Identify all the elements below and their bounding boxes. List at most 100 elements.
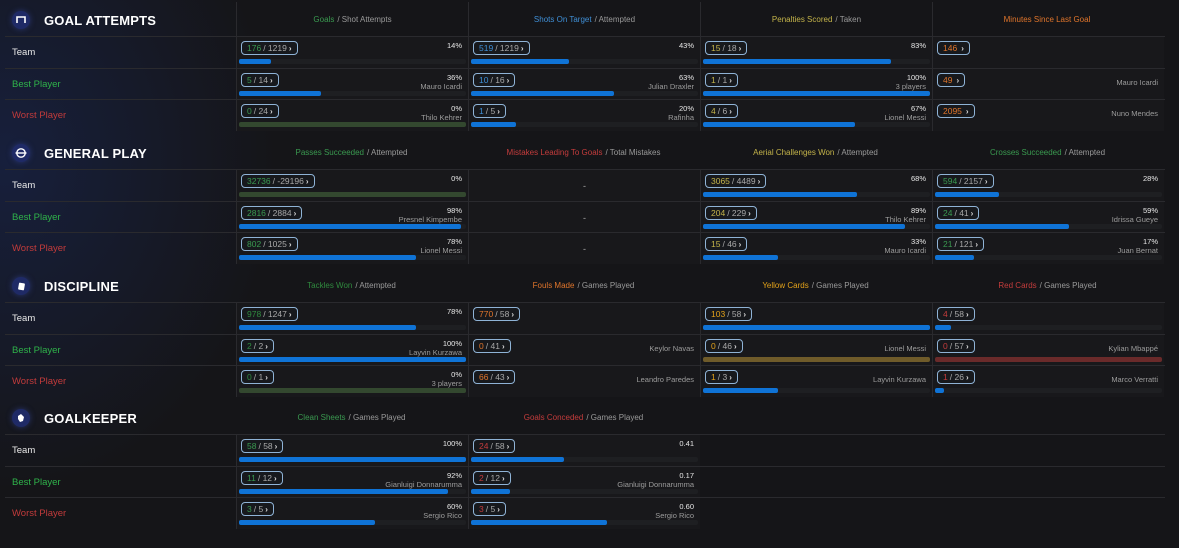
stat-percentage: 33% bbox=[910, 237, 926, 246]
chevron-right-icon: › bbox=[501, 474, 505, 483]
row-label: Worst Player bbox=[12, 376, 67, 387]
column-header-metric: Goals Conceded bbox=[523, 412, 584, 422]
player-name: Leandro Paredes bbox=[636, 375, 694, 384]
stat-percentage: 100% bbox=[442, 439, 462, 448]
stat-value-button[interactable]: 1/ 26 › bbox=[937, 370, 975, 384]
stat-value-button[interactable]: 0/ 41 › bbox=[473, 339, 511, 353]
row-label: Best Player bbox=[12, 477, 61, 488]
stat-denominator: 5 bbox=[490, 106, 496, 116]
stat-value-button[interactable]: 519/ 1219 › bbox=[473, 41, 530, 55]
stat-separator: / bbox=[263, 309, 268, 319]
stat-separator: / bbox=[272, 176, 278, 186]
column-header: Aerial Challenges Won / Attempted bbox=[700, 135, 931, 169]
column-header-metric: Mistakes Leading To Goals bbox=[506, 147, 603, 157]
stat-value-button[interactable]: 802/ 1025 › bbox=[241, 237, 298, 251]
stat-value-button[interactable]: 0/ 57 › bbox=[937, 339, 975, 353]
progress-fill bbox=[239, 91, 321, 96]
section-title: DISCIPLINE bbox=[12, 276, 119, 296]
stat-cell: - bbox=[468, 170, 700, 201]
progress-fill bbox=[703, 91, 930, 96]
player-name: Nuno Mendes bbox=[1111, 109, 1158, 118]
stat-value-button[interactable]: 2/ 12 › bbox=[473, 471, 511, 485]
chevron-right-icon: › bbox=[984, 177, 988, 186]
stat-value-button[interactable]: 32736/ -29196 › bbox=[241, 174, 315, 188]
stat-percentage: 89% bbox=[910, 206, 926, 215]
stat-value-button[interactable]: 58/ 58 › bbox=[241, 439, 284, 453]
stat-value-button[interactable]: 49 › bbox=[937, 73, 966, 87]
chevron-right-icon: › bbox=[305, 177, 309, 186]
stat-numerator: 2816 bbox=[247, 208, 266, 218]
row-label: Team bbox=[12, 313, 36, 324]
stat-value-button[interactable]: 1/ 1 › bbox=[705, 73, 738, 87]
empty-value: - bbox=[583, 243, 586, 254]
stat-value-button[interactable]: 3065/ 4489 › bbox=[705, 174, 767, 188]
chevron-right-icon: › bbox=[757, 177, 761, 186]
stat-value-button[interactable]: 4/ 6 › bbox=[705, 104, 738, 118]
stat-value-button[interactable]: 24/ 41 › bbox=[937, 206, 980, 220]
stat-value-button[interactable]: 2816/ 2884 › bbox=[241, 206, 303, 220]
stat-value-button[interactable]: 15/ 18 › bbox=[705, 41, 748, 55]
section-goal-attempts: GOAL ATTEMPTS Goals / Shot Attempts Shots O… bbox=[0, 2, 1179, 132]
stat-value-button[interactable]: 4/ 58 › bbox=[937, 307, 975, 321]
column-header: Clean Sheets / Games Played bbox=[236, 400, 467, 434]
stat-separator: / bbox=[717, 106, 723, 116]
stat-value-button[interactable]: 24/ 58 › bbox=[473, 439, 516, 453]
stat-cell: - bbox=[468, 233, 700, 264]
stat-separator: / bbox=[949, 341, 955, 351]
progress-fill bbox=[239, 255, 417, 260]
stat-denominator: 46 bbox=[722, 341, 732, 351]
stat-cell: 1/ 26 › Marco Verratti bbox=[932, 366, 1164, 397]
progress-bar bbox=[703, 255, 930, 260]
chevron-right-icon: › bbox=[970, 209, 974, 218]
progress-bar bbox=[703, 59, 930, 64]
stat-separator: / bbox=[954, 239, 960, 249]
stat-value-button[interactable]: 10/ 16 › bbox=[473, 73, 516, 87]
stat-value-button[interactable]: 176/ 1219 › bbox=[241, 41, 298, 55]
stat-value-button[interactable]: 594/ 2157 › bbox=[937, 174, 994, 188]
stat-value-button[interactable]: 3/ 5 › bbox=[241, 502, 274, 516]
stat-value-button[interactable]: 0/ 46 › bbox=[705, 339, 743, 353]
stat-denominator: 3 bbox=[722, 372, 728, 382]
stat-row-worst: Worst Player 3/ 5 › 60% Sergio Rico 3/ 5 › 0.60… bbox=[5, 497, 1165, 529]
stat-value-button[interactable]: 978/ 1247 › bbox=[241, 307, 298, 321]
stat-value-button[interactable]: 1/ 3 › bbox=[705, 370, 738, 384]
stat-cell: 15/ 18 › 83% bbox=[700, 37, 932, 68]
stat-value-button[interactable]: 103/ 58 › bbox=[705, 307, 753, 321]
stat-value-button[interactable]: 66/ 43 › bbox=[473, 370, 516, 384]
stat-value-button[interactable]: 146 › bbox=[937, 41, 970, 55]
stat-numerator: 176 bbox=[247, 43, 262, 53]
stat-value-button[interactable]: 5/ 14 › bbox=[241, 73, 279, 87]
stat-value-button[interactable]: 0/ 1 › bbox=[241, 370, 274, 384]
stat-cell: 594/ 2157 › 28% bbox=[932, 170, 1164, 201]
stat-cell: 24/ 58 › 0.41 bbox=[468, 435, 700, 466]
stat-numerator: 3 bbox=[479, 504, 484, 514]
progress-fill bbox=[703, 325, 930, 330]
stat-value-button[interactable]: 21/ 121 › bbox=[937, 237, 985, 251]
stat-value-button[interactable]: 2095 › bbox=[937, 104, 975, 118]
stat-value-button[interactable]: 204/ 229 › bbox=[705, 206, 757, 220]
stat-value-button[interactable]: 1/ 5 › bbox=[473, 104, 506, 118]
stat-numerator: 3065 bbox=[711, 176, 730, 186]
stat-numerator: 2 bbox=[247, 341, 252, 351]
column-header-denominator: / Attempted bbox=[355, 280, 396, 290]
stat-cell: 176/ 1219 › 14% bbox=[236, 37, 468, 68]
stat-value-button[interactable]: 11/ 12 › bbox=[241, 471, 283, 485]
chevron-right-icon: › bbox=[729, 373, 732, 382]
player-name: 3 players bbox=[895, 82, 926, 91]
progress-bar bbox=[239, 520, 466, 525]
stat-value-button[interactable]: 3/ 5 › bbox=[473, 502, 506, 516]
stat-percentage: 14% bbox=[446, 41, 462, 50]
stat-cell: 2/ 12 › 0.17 Gianluigi Donnarumma bbox=[468, 467, 700, 498]
stat-value-button[interactable]: 2/ 2 › bbox=[241, 339, 274, 353]
row-label: Team bbox=[12, 445, 36, 456]
stat-value-button[interactable]: 0/ 24 › bbox=[241, 104, 279, 118]
stat-cell: 4/ 58 › bbox=[932, 303, 1164, 334]
stat-value-button[interactable]: 15/ 46 › bbox=[705, 237, 748, 251]
stat-numerator: 0 bbox=[479, 341, 484, 351]
stat-denominator: 46 bbox=[727, 239, 737, 249]
glove-icon bbox=[12, 409, 30, 427]
stat-denominator: 121 bbox=[959, 239, 974, 249]
chevron-right-icon: › bbox=[506, 76, 510, 85]
stat-value-button[interactable]: 770/ 58 › bbox=[473, 307, 521, 321]
stat-cell: 21/ 121 › 17% Juan Bernat bbox=[932, 233, 1164, 264]
